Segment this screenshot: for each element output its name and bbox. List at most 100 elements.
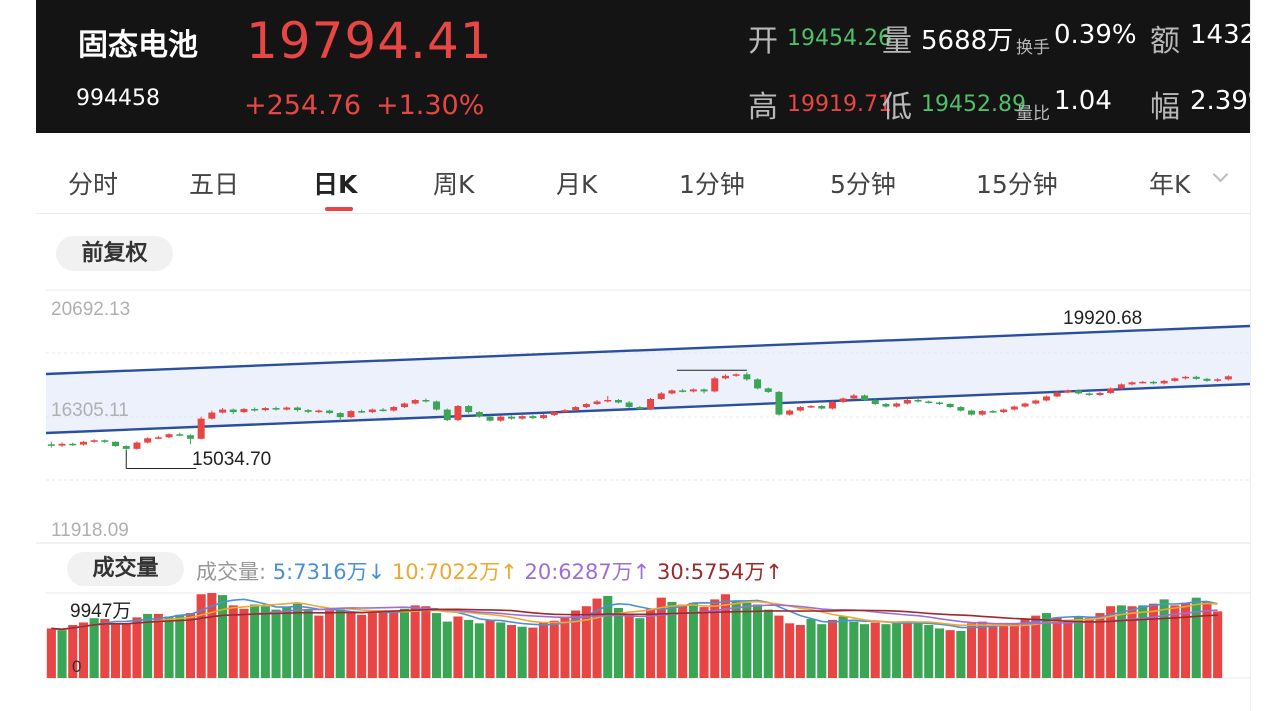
tab-weekly-k[interactable]: 周K: [433, 170, 475, 199]
candle: [850, 395, 858, 399]
candle: [893, 403, 901, 407]
candle: [989, 411, 997, 413]
candle: [272, 408, 280, 410]
candle: [711, 378, 719, 392]
volume-bar: [581, 606, 591, 678]
candle: [1053, 392, 1061, 397]
volume-bar: [303, 610, 313, 678]
volume-bar: [282, 607, 292, 678]
kline-chart[interactable]: 20692.13 16305.11 11918.09 19920.68 1503…: [36, 285, 1250, 685]
tab-1-minute[interactable]: 1分钟: [679, 170, 745, 199]
left-edge: [0, 0, 36, 711]
adjust-mode-button[interactable]: 前复权: [56, 236, 173, 271]
volume-bar: [731, 601, 741, 678]
candle: [1042, 396, 1050, 401]
volume-ma5: 5:7316万↓: [272, 560, 386, 584]
channel-band: [46, 326, 1250, 433]
candle: [764, 388, 772, 392]
volume-bar: [121, 624, 131, 678]
candle: [572, 407, 580, 411]
candle: [379, 409, 387, 412]
candle: [79, 441, 87, 445]
candle: [721, 375, 729, 379]
candle: [925, 401, 933, 404]
volume-bar: [699, 607, 709, 678]
candle: [47, 444, 55, 446]
volume-bar: [453, 616, 463, 678]
volume-bar: [228, 605, 238, 678]
candle: [368, 409, 376, 413]
volume-bar: [710, 599, 720, 678]
volume-bar: [560, 617, 570, 678]
volume-bar: [956, 631, 966, 678]
amount-value: 1432: [1190, 20, 1250, 50]
volume-bar: [592, 598, 602, 678]
tab-15-minute[interactable]: 15分钟: [976, 170, 1058, 199]
volume-legend: 成交量: 5:7316万↓ 10:7022万↑ 20:6287万↑ 30:575…: [196, 556, 783, 586]
volume-bar: [89, 618, 99, 678]
price-axis-bottom: 11918.09: [51, 520, 129, 541]
volume-bar: [78, 622, 88, 678]
vol-ratio-label: 量比: [1016, 104, 1050, 124]
candle: [968, 410, 976, 415]
tab-monthly-k[interactable]: 月K: [556, 170, 598, 199]
candle: [144, 438, 152, 443]
period-tabs: 分时 五日 日K 周K 月K 1分钟 5分钟 15分钟 年K: [36, 147, 1250, 214]
right-edge: [1250, 0, 1280, 711]
candle: [1214, 379, 1222, 381]
candle: [497, 416, 505, 421]
volume-bar: [1213, 611, 1223, 678]
volume-bar: [635, 618, 645, 678]
candle: [186, 435, 194, 439]
volume-value: 5688万: [921, 26, 1014, 56]
volume-bar: [1138, 605, 1148, 678]
volume-bar: [250, 604, 260, 678]
candle: [411, 399, 419, 404]
volume-bar: [335, 609, 345, 678]
candle: [154, 437, 162, 439]
volume-bar: [46, 628, 56, 678]
tab-intraday[interactable]: 分时: [68, 170, 119, 199]
volume-bar: [785, 623, 795, 678]
candle: [400, 403, 408, 408]
tab-yearly-k[interactable]: 年K: [1149, 170, 1191, 199]
open-value: 19454.26: [787, 26, 892, 51]
candle: [807, 406, 815, 408]
candle: [839, 398, 847, 403]
candle: [518, 416, 526, 419]
tab-5-minute[interactable]: 5分钟: [830, 170, 896, 199]
volume-bar: [421, 606, 431, 678]
stock-name: 固态电池: [78, 28, 198, 63]
candle: [614, 399, 622, 403]
candle: [775, 391, 783, 415]
volume-indicator-button[interactable]: 成交量: [67, 552, 184, 586]
volume-bar: [827, 619, 837, 678]
volume-bar: [1159, 599, 1169, 678]
amplitude-value: 2.39%: [1190, 86, 1250, 116]
candle: [251, 409, 259, 411]
candle: [1224, 376, 1232, 380]
candle: [679, 390, 687, 392]
candle: [229, 409, 237, 413]
candle: [336, 413, 344, 418]
candle: [122, 446, 130, 449]
candle: [1149, 381, 1157, 384]
candle: [636, 407, 644, 410]
candle: [1128, 382, 1136, 385]
candle: [828, 402, 836, 409]
candle: [454, 406, 462, 421]
volume-bar: [1084, 618, 1094, 678]
tab-five-day[interactable]: 五日: [189, 170, 240, 199]
candle: [550, 412, 558, 416]
candle: [582, 404, 590, 408]
volume-bar: [656, 597, 666, 678]
volume-bar: [688, 602, 698, 678]
low-annotation: 15034.70: [192, 449, 271, 470]
candle: [625, 402, 633, 408]
volume-bar: [624, 613, 634, 678]
tab-daily-k[interactable]: 日K: [313, 170, 358, 199]
volume-bar: [1191, 597, 1201, 678]
chevron-down-icon[interactable]: [1212, 166, 1229, 183]
candle: [390, 407, 398, 411]
volume-bar: [667, 601, 677, 678]
